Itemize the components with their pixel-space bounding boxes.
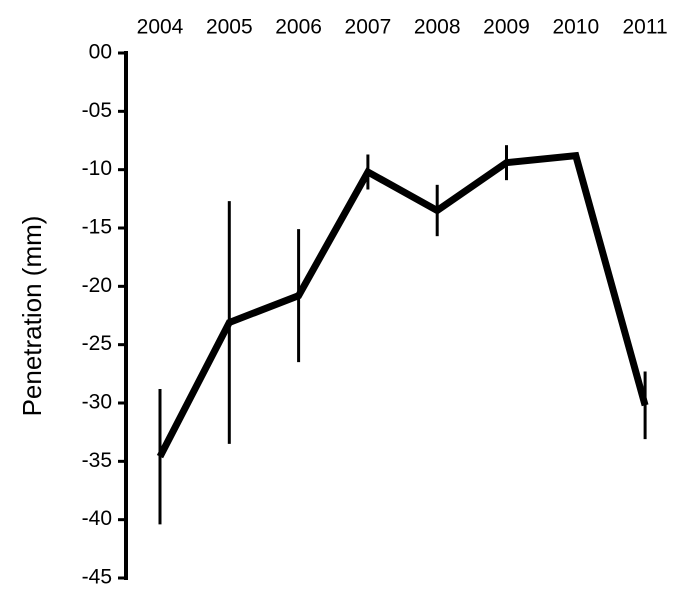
x-tick-label: 2005 bbox=[206, 16, 253, 39]
y-tick-label: -15 bbox=[82, 216, 112, 239]
y-tick-label: -25 bbox=[82, 332, 112, 355]
y-tick-label: -35 bbox=[82, 449, 112, 472]
x-tick-label: 2008 bbox=[414, 16, 461, 39]
y-tick-label: 00 bbox=[89, 41, 112, 64]
x-tick-label: 2009 bbox=[483, 16, 530, 39]
x-tick-label: 2006 bbox=[275, 16, 322, 39]
y-tick-label: -20 bbox=[82, 274, 112, 297]
x-tick-label: 2011 bbox=[623, 16, 668, 39]
y-tick-label: -10 bbox=[82, 157, 112, 180]
y-tick-label: -30 bbox=[82, 391, 112, 414]
x-tick-label: 2004 bbox=[137, 16, 184, 39]
line bbox=[156, 151, 649, 459]
y-axis-label: Penetration (mm) bbox=[17, 216, 47, 417]
y-tick-label: -40 bbox=[82, 507, 112, 530]
y-tick-label: -05 bbox=[82, 99, 112, 122]
x-tick-label: 2010 bbox=[552, 16, 599, 39]
x-tick-label: 2007 bbox=[345, 16, 392, 39]
y-tick-label: -45 bbox=[82, 566, 112, 589]
